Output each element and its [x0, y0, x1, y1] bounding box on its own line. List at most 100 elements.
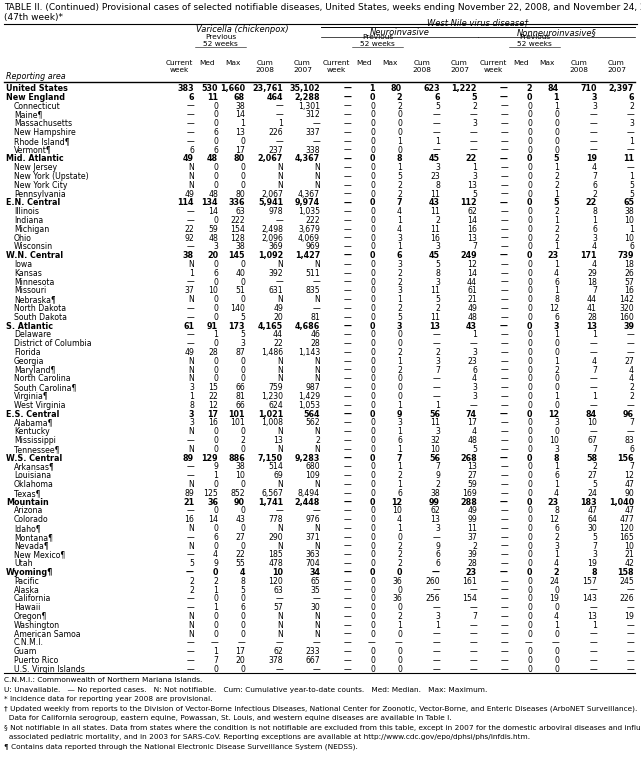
Text: —: —: [500, 128, 508, 137]
Text: † Updated weekly from reports to the Division of Vector-Borne Infectious Disease: † Updated weekly from reports to the Div…: [4, 706, 637, 712]
Text: 2: 2: [397, 348, 402, 357]
Text: 36: 36: [392, 594, 402, 604]
Text: 2: 2: [315, 436, 320, 445]
Text: —: —: [343, 427, 351, 436]
Text: 56: 56: [429, 453, 440, 463]
Text: —: —: [343, 445, 351, 454]
Text: 0: 0: [397, 331, 402, 339]
Text: 9,974: 9,974: [295, 198, 320, 207]
Text: —: —: [500, 524, 508, 533]
Text: 49: 49: [184, 348, 194, 357]
Text: —: —: [500, 453, 508, 463]
Text: N: N: [188, 357, 194, 366]
Text: N: N: [278, 445, 283, 454]
Text: —: —: [500, 251, 508, 260]
Text: 1: 1: [472, 163, 477, 172]
Text: 0: 0: [554, 427, 559, 436]
Text: 90: 90: [624, 488, 634, 498]
Text: —: —: [500, 550, 508, 559]
Text: 23: 23: [430, 172, 440, 181]
Text: 154: 154: [462, 594, 477, 604]
Text: 0: 0: [213, 181, 218, 190]
Text: Mid. Atlantic: Mid. Atlantic: [6, 155, 63, 163]
Text: 99: 99: [429, 498, 440, 507]
Text: —: —: [500, 383, 508, 392]
Text: 48: 48: [208, 234, 218, 242]
Text: 5: 5: [592, 480, 597, 489]
Text: 28: 28: [587, 312, 597, 322]
Text: —: —: [589, 383, 597, 392]
Text: 0: 0: [554, 656, 559, 665]
Text: 0: 0: [370, 524, 375, 533]
Text: 0: 0: [370, 664, 375, 674]
Text: 30: 30: [587, 524, 597, 533]
Text: 3: 3: [240, 339, 245, 348]
Text: 68: 68: [234, 93, 245, 102]
Text: —: —: [343, 137, 351, 146]
Text: 0: 0: [527, 515, 532, 524]
Text: 0: 0: [527, 577, 532, 586]
Text: 0: 0: [213, 629, 218, 639]
Text: —: —: [275, 101, 283, 110]
Text: 0: 0: [554, 137, 559, 146]
Text: 0: 0: [527, 542, 532, 551]
Text: 0: 0: [526, 568, 532, 577]
Text: 2: 2: [435, 480, 440, 489]
Text: 0: 0: [527, 137, 532, 146]
Text: 40: 40: [235, 269, 245, 278]
Text: 125: 125: [203, 488, 218, 498]
Text: Varicella (chickenpox): Varicella (chickenpox): [196, 25, 289, 34]
Text: 38: 38: [430, 488, 440, 498]
Text: 2: 2: [397, 542, 402, 551]
Text: 2,448: 2,448: [295, 498, 320, 507]
Text: 5: 5: [240, 586, 245, 594]
Text: 0: 0: [527, 559, 532, 568]
Text: 0: 0: [213, 260, 218, 269]
Text: 7: 7: [592, 445, 597, 454]
Text: 0: 0: [240, 366, 245, 375]
Text: 0: 0: [554, 383, 559, 392]
Text: —: —: [343, 664, 351, 674]
Text: 0: 0: [213, 664, 218, 674]
Text: —: —: [343, 568, 351, 577]
Text: —: —: [500, 101, 508, 110]
Text: 249: 249: [460, 251, 477, 260]
Text: Texas¶: Texas¶: [14, 488, 40, 498]
Text: 8: 8: [396, 155, 402, 163]
Text: 0: 0: [527, 172, 532, 181]
Text: —: —: [469, 621, 477, 630]
Text: 1: 1: [397, 295, 402, 304]
Text: 0: 0: [527, 339, 532, 348]
Text: 158: 158: [617, 568, 634, 577]
Text: —: —: [187, 304, 194, 313]
Text: N: N: [188, 260, 194, 269]
Text: 1,040: 1,040: [609, 498, 634, 507]
Text: 3: 3: [553, 322, 559, 331]
Text: 13: 13: [429, 322, 440, 331]
Text: —: —: [343, 172, 351, 181]
Text: 0: 0: [370, 216, 375, 225]
Text: 0: 0: [213, 436, 218, 445]
Text: 19: 19: [586, 155, 597, 163]
Text: 1,230: 1,230: [261, 392, 283, 401]
Text: —: —: [187, 128, 194, 137]
Text: 0: 0: [213, 568, 218, 577]
Text: 165: 165: [619, 533, 634, 542]
Text: —: —: [432, 392, 440, 401]
Text: —: —: [500, 234, 508, 242]
Text: 1: 1: [397, 242, 402, 251]
Text: 24: 24: [587, 488, 597, 498]
Text: 1: 1: [554, 331, 559, 339]
Text: 3: 3: [554, 542, 559, 551]
Text: 363: 363: [305, 550, 320, 559]
Text: 6: 6: [435, 93, 440, 102]
Text: 6: 6: [629, 445, 634, 454]
Text: —: —: [343, 453, 351, 463]
Text: 134: 134: [201, 198, 218, 207]
Text: 371: 371: [305, 533, 320, 542]
Text: 57: 57: [624, 277, 634, 287]
Text: —: —: [312, 594, 320, 604]
Text: 0: 0: [370, 401, 375, 410]
Text: —: —: [187, 137, 194, 146]
Text: 5: 5: [240, 312, 245, 322]
